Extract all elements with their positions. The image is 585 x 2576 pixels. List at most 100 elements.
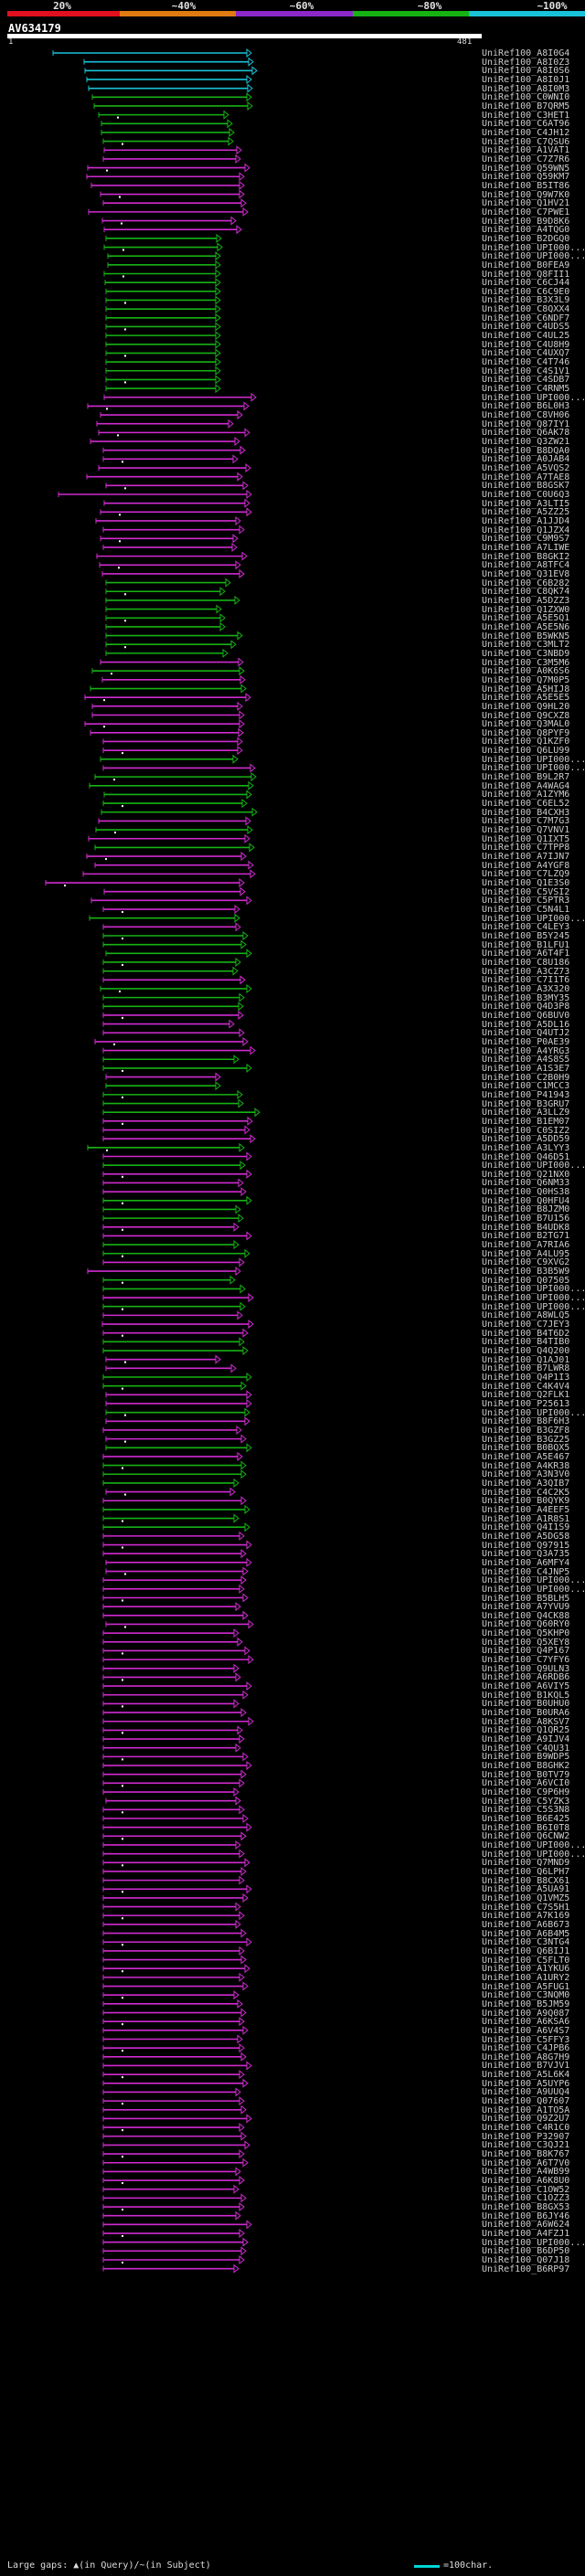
hit-label[interactable]: UniRef100_C4C2K5 bbox=[482, 1487, 570, 1498]
hit-label[interactable]: UniRef100_C9M9S7 bbox=[482, 534, 570, 545]
hit-label[interactable]: UniRef100_UPI000... bbox=[482, 1584, 585, 1595]
hit-label[interactable]: UniRef100_C6C9E0 bbox=[482, 286, 570, 297]
hit-label[interactable]: UniRef100_C4RNM5 bbox=[482, 384, 570, 395]
hit-label[interactable]: UniRef100_A8I0J1 bbox=[482, 74, 570, 85]
hit-label[interactable]: UniRef100_A0JAB4 bbox=[482, 454, 570, 465]
hit-label[interactable]: UniRef100_A7K169 bbox=[482, 1911, 570, 1922]
hit-label[interactable]: UniRef100_A6VCI0 bbox=[482, 1778, 570, 1789]
hit-label[interactable]: UniRef100_Q4D3P8 bbox=[482, 1002, 570, 1012]
hit-label[interactable]: UniRef100_C9P6H9 bbox=[482, 1787, 570, 1798]
hit-label[interactable]: UniRef100_Q4P167 bbox=[482, 1646, 570, 1657]
hit-label[interactable]: UniRef100_C5VSI2 bbox=[482, 886, 570, 897]
hit-label[interactable]: UniRef100_A5UYP6 bbox=[482, 2078, 570, 2089]
hit-label[interactable]: UniRef100_C3MLT2 bbox=[482, 640, 570, 651]
hit-label[interactable]: UniRef100_B1LFU1 bbox=[482, 939, 570, 950]
hit-label[interactable]: UniRef100_UPI000... bbox=[482, 1575, 585, 1586]
hit-label[interactable]: UniRef100_UPI000... bbox=[482, 1849, 585, 1860]
hit-label[interactable]: UniRef100_Q1VMZ5 bbox=[482, 1892, 570, 1903]
hit-label[interactable]: UniRef100_C1MCC3 bbox=[482, 1081, 570, 1092]
hit-label[interactable]: UniRef100_C3QJ21 bbox=[482, 2140, 570, 2151]
hit-label[interactable]: UniRef100_A1JJD4 bbox=[482, 515, 570, 526]
hit-label[interactable]: UniRef100_Q1E3S0 bbox=[482, 878, 570, 889]
hit-label[interactable]: UniRef100_C7TPP8 bbox=[482, 843, 570, 853]
hit-label[interactable]: UniRef100_Q1AJ01 bbox=[482, 1354, 570, 1365]
hit-label[interactable]: UniRef100_C1OZZ3 bbox=[482, 2193, 570, 2204]
hit-label[interactable]: UniRef100_UPI000... bbox=[482, 392, 585, 403]
hit-label[interactable]: UniRef100_UPI000... bbox=[482, 2237, 585, 2248]
hit-label[interactable]: UniRef100_B6RP97 bbox=[482, 2263, 570, 2274]
hit-label[interactable]: UniRef100_B2TG71 bbox=[482, 1231, 570, 1242]
hit-label[interactable]: UniRef100_A4S8S5 bbox=[482, 1055, 570, 1065]
hit-label[interactable]: UniRef100_A6W624 bbox=[482, 2220, 570, 2231]
hit-label[interactable]: UniRef100_C3HET1 bbox=[482, 110, 570, 121]
hit-label[interactable]: UniRef100_A4EEF5 bbox=[482, 1504, 570, 1515]
hit-label[interactable]: UniRef100_A4WB99 bbox=[482, 2167, 570, 2178]
hit-label[interactable]: UniRef100_C4JH12 bbox=[482, 127, 570, 138]
hit-label[interactable]: UniRef100_B3GZF8 bbox=[482, 1425, 570, 1436]
hit-label[interactable]: UniRef100_A5HIJ8 bbox=[482, 684, 570, 694]
hit-label[interactable]: UniRef100_B6I0T8 bbox=[482, 1822, 570, 1833]
hit-label[interactable]: UniRef100_Q0HS38 bbox=[482, 1187, 570, 1198]
hit-label[interactable]: UniRef100_Q60RY0 bbox=[482, 1619, 570, 1630]
hit-label[interactable]: UniRef100_B0TV79 bbox=[482, 1769, 570, 1780]
hit-label[interactable]: UniRef100_Q9W7K0 bbox=[482, 189, 570, 200]
hit-label[interactable]: UniRef100_Q6BIJ1 bbox=[482, 1945, 570, 1956]
hit-label[interactable]: UniRef100_P25613 bbox=[482, 1398, 570, 1409]
hit-label[interactable]: UniRef100_C6CJ44 bbox=[482, 278, 570, 289]
hit-label[interactable]: UniRef100_B8CX61 bbox=[482, 1875, 570, 1886]
hit-label[interactable]: UniRef100_C7YFY6 bbox=[482, 1655, 570, 1666]
hit-label[interactable]: UniRef100_A0K6S6 bbox=[482, 666, 570, 677]
hit-label[interactable]: UniRef100_C5YZK3 bbox=[482, 1796, 570, 1807]
hit-label[interactable]: UniRef100_Q87IY1 bbox=[482, 419, 570, 429]
hit-label[interactable]: UniRef100_A7TAE8 bbox=[482, 472, 570, 482]
hit-label[interactable]: UniRef100_A5ZZ25 bbox=[482, 507, 570, 518]
hit-label[interactable]: UniRef100_C8VH06 bbox=[482, 410, 570, 421]
hit-label[interactable]: UniRef100_Q8FII1 bbox=[482, 269, 570, 280]
hit-label[interactable]: UniRef100_C6B282 bbox=[482, 578, 570, 588]
hit-label[interactable]: UniRef100_A3LYY3 bbox=[482, 1142, 570, 1153]
hit-label[interactable]: UniRef100_B8GKI2 bbox=[482, 551, 570, 562]
hit-label[interactable]: UniRef100_B8K767 bbox=[482, 2149, 570, 2160]
hit-label[interactable]: UniRef100_Q9Z2U7 bbox=[482, 2114, 570, 2125]
hit-label[interactable]: UniRef100_B7U156 bbox=[482, 1214, 570, 1224]
hit-label[interactable]: UniRef100_C0SIZ2 bbox=[482, 1125, 570, 1136]
hit-label[interactable]: UniRef100_A9UUQ4 bbox=[482, 2087, 570, 2098]
hit-label[interactable]: UniRef100_A5E467 bbox=[482, 1451, 570, 1462]
hit-label[interactable]: UniRef100_Q9HL20 bbox=[482, 701, 570, 712]
hit-label[interactable]: UniRef100_B5Y245 bbox=[482, 931, 570, 941]
hit-label[interactable]: UniRef100_A5UA91 bbox=[482, 1884, 570, 1895]
hit-label[interactable]: UniRef100_C7Z7R6 bbox=[482, 154, 570, 164]
hit-label[interactable]: UniRef100_B5BLH5 bbox=[482, 1593, 570, 1604]
hit-label[interactable]: UniRef100_B8GX53 bbox=[482, 2202, 570, 2213]
hit-label[interactable]: UniRef100_B3GRU7 bbox=[482, 1098, 570, 1109]
hit-label[interactable]: UniRef100_UPI000... bbox=[482, 1284, 585, 1295]
hit-label[interactable]: UniRef100_C4R1C0 bbox=[482, 2123, 570, 2134]
hit-label[interactable]: UniRef100_A9Q087 bbox=[482, 2008, 570, 2019]
hit-label[interactable]: UniRef100_Q31EV8 bbox=[482, 568, 570, 579]
hit-label[interactable]: UniRef100_C0U6Q3 bbox=[482, 490, 570, 500]
hit-label[interactable]: UniRef100_Q6LPH7 bbox=[482, 1866, 570, 1877]
hit-label[interactable]: UniRef100_UPI000... bbox=[482, 913, 585, 924]
hit-label[interactable]: UniRef100_A8I0S6 bbox=[482, 66, 570, 77]
hit-label[interactable]: UniRef100_A4WAG4 bbox=[482, 780, 570, 791]
hit-label[interactable]: UniRef100_A5E5N6 bbox=[482, 621, 570, 632]
hit-label[interactable]: UniRef100_C4UXQ7 bbox=[482, 348, 570, 359]
hit-label[interactable]: UniRef100_B8JZM0 bbox=[482, 1204, 570, 1215]
hit-label[interactable]: UniRef100_A3LTI5 bbox=[482, 498, 570, 509]
hit-label[interactable]: UniRef100_A3X320 bbox=[482, 983, 570, 994]
hit-label[interactable]: UniRef100_Q3MAL0 bbox=[482, 719, 570, 730]
hit-label[interactable]: UniRef100_C1OW52 bbox=[482, 2184, 570, 2195]
hit-label[interactable]: UniRef100_C0WNI0 bbox=[482, 92, 570, 103]
hit-label[interactable]: UniRef100_B6L0H3 bbox=[482, 401, 570, 412]
hit-label[interactable]: UniRef100_Q97915 bbox=[482, 1540, 570, 1551]
hit-label[interactable]: UniRef100_UPI000... bbox=[482, 251, 585, 262]
hit-label[interactable]: UniRef100_A5DG58 bbox=[482, 1531, 570, 1542]
hit-label[interactable]: UniRef100_B0QYK9 bbox=[482, 1496, 570, 1507]
hit-label[interactable]: UniRef100_A5FUG1 bbox=[482, 1981, 570, 1992]
hit-label[interactable]: UniRef100_Q07505 bbox=[482, 1275, 570, 1286]
hit-label[interactable]: UniRef100_C5FLT0 bbox=[482, 1955, 570, 1966]
hit-label[interactable]: UniRef100_B3GZ25 bbox=[482, 1434, 570, 1445]
hit-label[interactable]: UniRef100_A4YRG3 bbox=[482, 1045, 570, 1056]
hit-label[interactable]: UniRef100_A5VQS2 bbox=[482, 463, 570, 474]
hit-label[interactable]: UniRef100_C8QXX4 bbox=[482, 304, 570, 315]
